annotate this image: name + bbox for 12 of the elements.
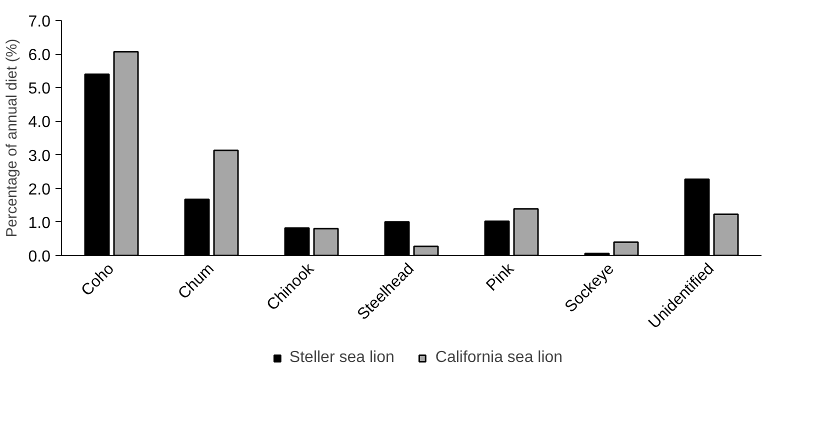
y-tick-label: 5.0 <box>28 80 51 98</box>
y-axis-title: Percentage of annual diet (%) <box>3 38 20 238</box>
legend-label: California sea lion <box>435 349 563 367</box>
y-tick-label: 6.0 <box>28 47 51 64</box>
y-tick-label: 2.0 <box>28 181 51 198</box>
y-tick-label: 7.0 <box>28 14 51 30</box>
y-tick-label: 4.0 <box>28 114 51 132</box>
y-tick-label: 3.0 <box>28 148 51 165</box>
y-tick-label: 1.0 <box>28 214 51 232</box>
legend-label: Steller sea lion <box>289 349 394 367</box>
y-tick-label: 0.0 <box>28 248 51 266</box>
x-tick-label: Pink <box>483 260 518 295</box>
